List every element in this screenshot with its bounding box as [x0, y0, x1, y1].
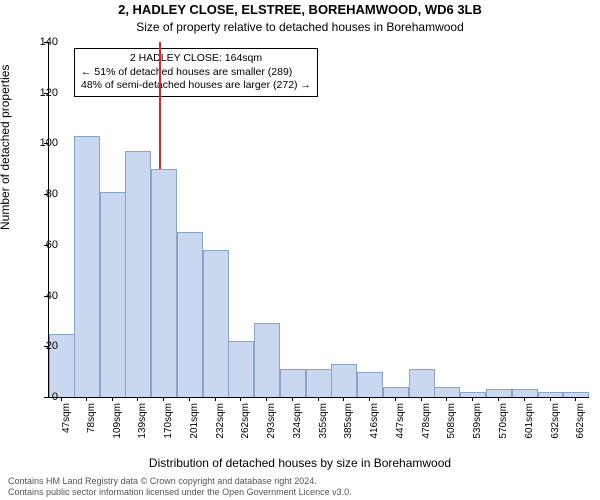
- histogram-bar: [306, 369, 332, 397]
- chart-subtitle: Size of property relative to detached ho…: [0, 20, 600, 34]
- x-tick-label: 385sqm: [343, 403, 354, 443]
- x-tick-label: 601sqm: [524, 403, 535, 443]
- y-tick-mark: [44, 194, 48, 195]
- x-tick-label: 262sqm: [240, 403, 251, 443]
- y-tick-label: 40: [18, 290, 58, 302]
- histogram-bar: [331, 364, 357, 397]
- x-tick-label: 508sqm: [446, 403, 457, 443]
- histogram-bar: [434, 387, 460, 397]
- y-tick-label: 100: [18, 137, 58, 149]
- x-tick-mark: [137, 397, 138, 401]
- x-tick-label: 293sqm: [266, 403, 277, 443]
- y-tick-label: 120: [18, 87, 58, 99]
- y-tick-mark: [44, 397, 48, 398]
- histogram-bar: [460, 392, 486, 397]
- x-tick-label: 232sqm: [215, 403, 226, 443]
- y-tick-label: 0: [18, 391, 58, 403]
- x-tick-mark: [524, 397, 525, 401]
- annotation-line: ← 51% of detached houses are smaller (28…: [81, 66, 311, 80]
- chart-container: { "chart": { "type": "histogram", "title…: [0, 0, 600, 500]
- footer-line: Contains HM Land Registry data © Crown c…: [8, 476, 352, 487]
- histogram-bar: [409, 369, 435, 397]
- x-tick-mark: [343, 397, 344, 401]
- y-tick-label: 140: [18, 36, 58, 48]
- x-tick-mark: [421, 397, 422, 401]
- x-tick-label: 570sqm: [498, 403, 509, 443]
- histogram-bar: [357, 372, 383, 397]
- x-tick-label: 139sqm: [137, 403, 148, 443]
- x-tick-mark: [446, 397, 447, 401]
- y-tick-label: 20: [18, 340, 58, 352]
- y-tick-mark: [44, 245, 48, 246]
- x-tick-label: 447sqm: [395, 403, 406, 443]
- x-axis-label: Distribution of detached houses by size …: [0, 456, 600, 470]
- annotation-box: 2 HADLEY CLOSE: 164sqm ← 51% of detached…: [74, 48, 318, 97]
- x-tick-mark: [292, 397, 293, 401]
- x-tick-label: 632sqm: [550, 403, 561, 443]
- histogram-bar: [74, 136, 100, 397]
- y-tick-label: 60: [18, 239, 58, 251]
- y-tick-mark: [44, 143, 48, 144]
- histogram-bar: [177, 232, 203, 397]
- x-tick-mark: [240, 397, 241, 401]
- annotation-line: 48% of semi-detached houses are larger (…: [81, 79, 311, 93]
- histogram-bar: [280, 369, 306, 397]
- x-tick-mark: [395, 397, 396, 401]
- x-tick-mark: [61, 397, 62, 401]
- histogram-bar: [151, 169, 177, 397]
- x-tick-label: 109sqm: [112, 403, 123, 443]
- histogram-bar: [203, 250, 229, 397]
- x-tick-label: 170sqm: [163, 403, 174, 443]
- x-tick-mark: [266, 397, 267, 401]
- x-tick-mark: [369, 397, 370, 401]
- x-tick-mark: [215, 397, 216, 401]
- x-tick-label: 478sqm: [421, 403, 432, 443]
- histogram-bar: [512, 389, 538, 397]
- x-tick-label: 201sqm: [189, 403, 200, 443]
- x-tick-mark: [163, 397, 164, 401]
- x-tick-mark: [550, 397, 551, 401]
- plot-area: 2 HADLEY CLOSE: 164sqm ← 51% of detached…: [48, 42, 589, 398]
- x-tick-label: 78sqm: [86, 403, 97, 443]
- x-tick-mark: [86, 397, 87, 401]
- y-tick-mark: [44, 346, 48, 347]
- x-tick-mark: [318, 397, 319, 401]
- y-tick-label: 80: [18, 188, 58, 200]
- y-axis-label: Number of detached properties: [0, 65, 12, 230]
- x-tick-mark: [472, 397, 473, 401]
- x-tick-mark: [112, 397, 113, 401]
- histogram-bar: [486, 389, 512, 397]
- x-tick-mark: [575, 397, 576, 401]
- histogram-bar: [228, 341, 254, 397]
- x-tick-label: 47sqm: [61, 403, 72, 443]
- x-tick-mark: [498, 397, 499, 401]
- y-tick-mark: [44, 93, 48, 94]
- annotation-line: 2 HADLEY CLOSE: 164sqm: [81, 52, 311, 66]
- histogram-bar: [383, 387, 409, 397]
- x-tick-label: 355sqm: [318, 403, 329, 443]
- footer-line: Contains public sector information licen…: [8, 487, 352, 498]
- chart-title: 2, HADLEY CLOSE, ELSTREE, BOREHAMWOOD, W…: [0, 2, 600, 17]
- y-tick-mark: [44, 296, 48, 297]
- histogram-bar: [125, 151, 151, 397]
- x-tick-label: 539sqm: [472, 403, 483, 443]
- x-tick-label: 416sqm: [369, 403, 380, 443]
- chart-footer: Contains HM Land Registry data © Crown c…: [8, 476, 352, 499]
- x-tick-mark: [189, 397, 190, 401]
- histogram-bar: [254, 323, 280, 397]
- y-tick-mark: [44, 42, 48, 43]
- x-tick-label: 324sqm: [292, 403, 303, 443]
- x-tick-label: 662sqm: [575, 403, 586, 443]
- histogram-bar: [100, 192, 126, 397]
